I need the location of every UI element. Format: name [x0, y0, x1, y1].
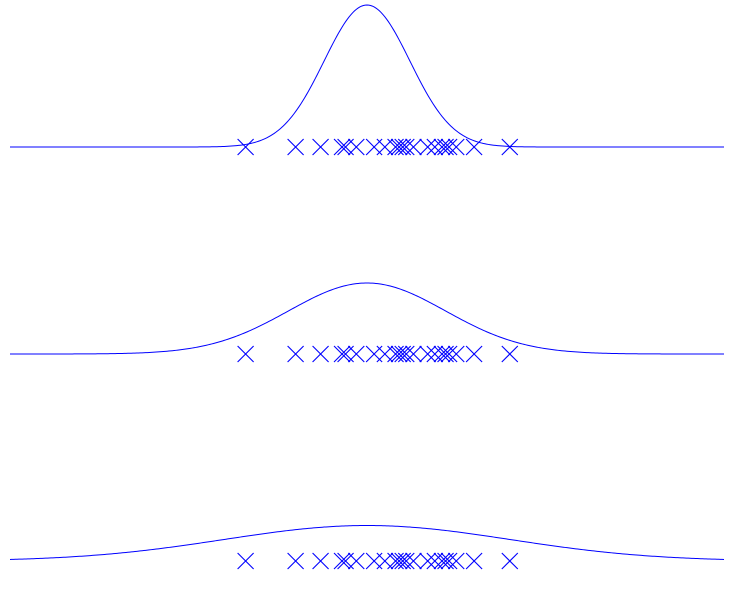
sample-marker	[347, 345, 365, 363]
sample-marker	[312, 345, 329, 363]
sample-marker	[333, 552, 351, 570]
density-curve	[9, 525, 725, 560]
sample-marker	[419, 552, 437, 570]
sample-marker	[501, 552, 519, 570]
sample-marker	[405, 345, 422, 363]
sample-marker	[447, 138, 465, 156]
sample-marker	[433, 138, 451, 156]
sample-marker	[419, 345, 437, 363]
sample-marker	[440, 138, 458, 156]
sample-marker	[390, 138, 408, 156]
panel-medium-density	[10, 282, 724, 363]
sample-marker	[405, 552, 422, 570]
sample-marker	[347, 138, 365, 156]
sample-marker	[287, 138, 304, 156]
panel-wide-density	[9, 525, 725, 570]
sample-marker	[347, 552, 365, 570]
sample-marker	[419, 138, 437, 156]
sample-marker	[447, 552, 465, 570]
sample-marker	[333, 345, 351, 363]
sample-marker	[397, 345, 415, 363]
sample-marker	[312, 138, 329, 156]
sample-marker	[465, 552, 483, 570]
sample-marker	[237, 138, 255, 156]
sample-marker	[501, 138, 519, 156]
density-curve	[10, 4, 724, 148]
sample-marker	[312, 552, 329, 570]
sample-marker	[287, 552, 304, 570]
sample-marker	[440, 345, 458, 363]
sample-marker	[447, 345, 465, 363]
sample-marker	[333, 138, 351, 156]
sample-marker	[433, 552, 451, 570]
sample-marker	[287, 345, 304, 363]
sample-marker	[237, 345, 255, 363]
density-curve	[10, 282, 724, 355]
sample-marker	[390, 552, 408, 570]
sample-marker	[405, 138, 422, 156]
sample-marker	[397, 552, 415, 570]
panel-narrow-density	[10, 4, 724, 156]
sample-marker	[440, 552, 458, 570]
sample-marker	[433, 345, 451, 363]
sample-marker	[501, 345, 519, 363]
sample-marker	[237, 552, 255, 570]
sample-marker	[465, 345, 483, 363]
sample-marker	[397, 138, 415, 156]
sample-marker	[465, 138, 483, 156]
sample-marker	[390, 345, 408, 363]
